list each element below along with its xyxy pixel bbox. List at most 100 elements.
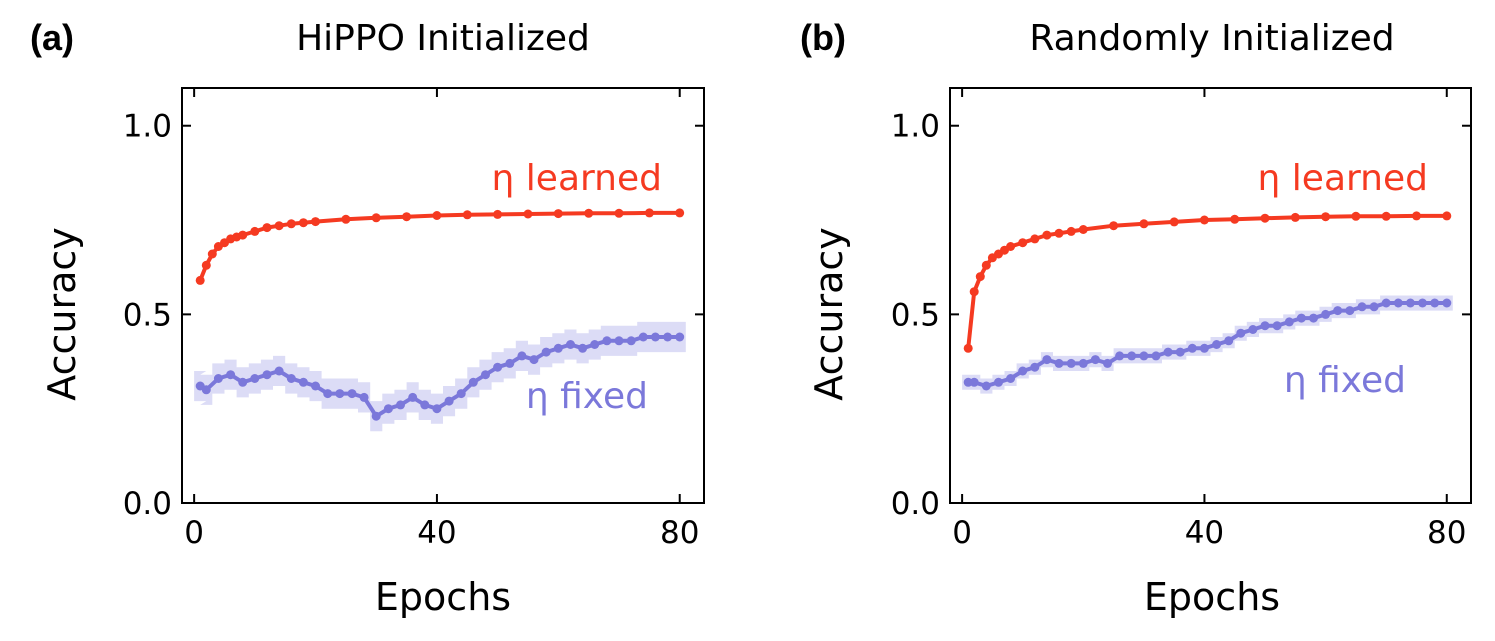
learned-point xyxy=(975,272,985,282)
fixed-point xyxy=(226,370,236,380)
y-tick-label: 0.0 xyxy=(891,486,940,522)
fixed-point xyxy=(1357,302,1367,312)
fixed-series-label: η fixed xyxy=(526,376,648,417)
learned-point xyxy=(250,226,260,236)
panel-a-label: (a) xyxy=(30,17,74,58)
fixed-point xyxy=(1163,347,1173,357)
x-tick-label: 40 xyxy=(417,515,456,551)
fixed-point xyxy=(298,377,308,387)
fixed-point xyxy=(1199,343,1209,353)
fixed-point xyxy=(250,374,260,383)
fixed-point xyxy=(359,392,369,402)
learned-point xyxy=(493,209,503,219)
fixed-point xyxy=(1284,317,1294,327)
learned-point xyxy=(1066,226,1076,236)
fixed-point xyxy=(1042,355,1052,365)
learned-series-line xyxy=(198,210,680,282)
learned-point xyxy=(1054,228,1064,238)
learned-point xyxy=(371,213,381,223)
fixed-series-label: η fixed xyxy=(1284,360,1406,401)
fixed-point xyxy=(1260,321,1270,331)
x-tick-label: 40 xyxy=(1185,515,1224,551)
learned-point xyxy=(644,208,654,218)
learned-point xyxy=(1351,211,1361,221)
learned-point xyxy=(1030,234,1040,244)
fixed-point xyxy=(1369,302,1379,312)
learned-point xyxy=(274,221,284,231)
learned-point xyxy=(1042,230,1052,240)
fixed-point xyxy=(444,396,454,406)
fixed-point xyxy=(1333,306,1343,316)
fixed-point xyxy=(1212,340,1222,349)
fixed-point xyxy=(1018,366,1028,376)
learned-point xyxy=(462,210,472,220)
panel-a: (a) HiPPO Initialized Accuracy Epochs η … xyxy=(30,17,705,619)
learned-point xyxy=(584,208,594,218)
fixed-point xyxy=(675,332,685,342)
learned-point xyxy=(298,218,308,228)
learned-point xyxy=(981,260,991,270)
fixed-point xyxy=(311,381,320,391)
fixed-point xyxy=(1090,355,1100,365)
fixed-point xyxy=(1006,374,1016,383)
learned-point xyxy=(286,219,296,229)
fixed-point xyxy=(1296,313,1306,323)
x-tick-label: 80 xyxy=(660,515,699,551)
fixed-point xyxy=(456,389,466,399)
fixed-point xyxy=(383,404,393,414)
axes-frame xyxy=(949,87,1472,504)
learned-point xyxy=(1169,217,1179,227)
fixed-point xyxy=(626,336,636,346)
panel-a-plot: η learned η fixed 0 40 80 0.0 0.5 1.0 xyxy=(123,87,705,551)
fixed-point xyxy=(1405,298,1415,308)
y-tick-label: 0.0 xyxy=(123,486,172,522)
fixed-point xyxy=(1381,298,1391,308)
fixed-point xyxy=(1115,351,1125,361)
learned-point xyxy=(207,249,217,259)
fixed-point xyxy=(262,370,272,380)
learned-point xyxy=(1442,211,1452,221)
fixed-point xyxy=(566,340,575,349)
fixed-point xyxy=(1248,325,1258,334)
panel-b-title: Randomly Initialized xyxy=(1029,18,1394,59)
fixed-point xyxy=(663,332,673,342)
fixed-point xyxy=(347,389,357,399)
fixed-point xyxy=(1430,298,1440,308)
learned-point xyxy=(262,223,272,233)
learned-point xyxy=(1230,214,1240,224)
fixed-point xyxy=(969,377,979,387)
learned-point xyxy=(1006,242,1016,251)
learned-point xyxy=(963,343,973,353)
fixed-point xyxy=(602,336,612,346)
learned-point xyxy=(553,209,563,219)
learned-series-label: η learned xyxy=(1258,158,1428,199)
learned-point xyxy=(1018,238,1028,248)
y-tick-label: 1.0 xyxy=(891,109,940,145)
fixed-point xyxy=(493,362,503,372)
learned-point xyxy=(1199,215,1209,225)
fixed-point xyxy=(286,374,296,383)
panel-b-ylabel: Accuracy xyxy=(807,227,851,401)
x-tick-label: 80 xyxy=(1427,515,1466,551)
panel-a-xlabel: Epochs xyxy=(375,575,511,619)
fixed-point xyxy=(481,370,490,380)
learned-point xyxy=(1109,221,1119,231)
learned-point xyxy=(432,211,442,220)
fixed-point xyxy=(432,404,442,414)
fixed-point xyxy=(1103,358,1112,368)
learned-point xyxy=(195,275,205,285)
learned-point xyxy=(1412,211,1421,221)
fixed-point xyxy=(1187,343,1197,353)
fixed-point xyxy=(420,400,430,410)
learned-point xyxy=(1078,225,1088,234)
fixed-point xyxy=(201,385,211,395)
learned-point xyxy=(311,217,320,227)
fixed-point xyxy=(274,366,284,376)
fixed-point xyxy=(529,355,539,365)
panel-a-ylabel: Accuracy xyxy=(40,227,84,401)
learned-point xyxy=(1381,211,1391,221)
axes-frame xyxy=(181,87,705,504)
fixed-point xyxy=(590,340,600,349)
learned-point xyxy=(675,208,685,218)
